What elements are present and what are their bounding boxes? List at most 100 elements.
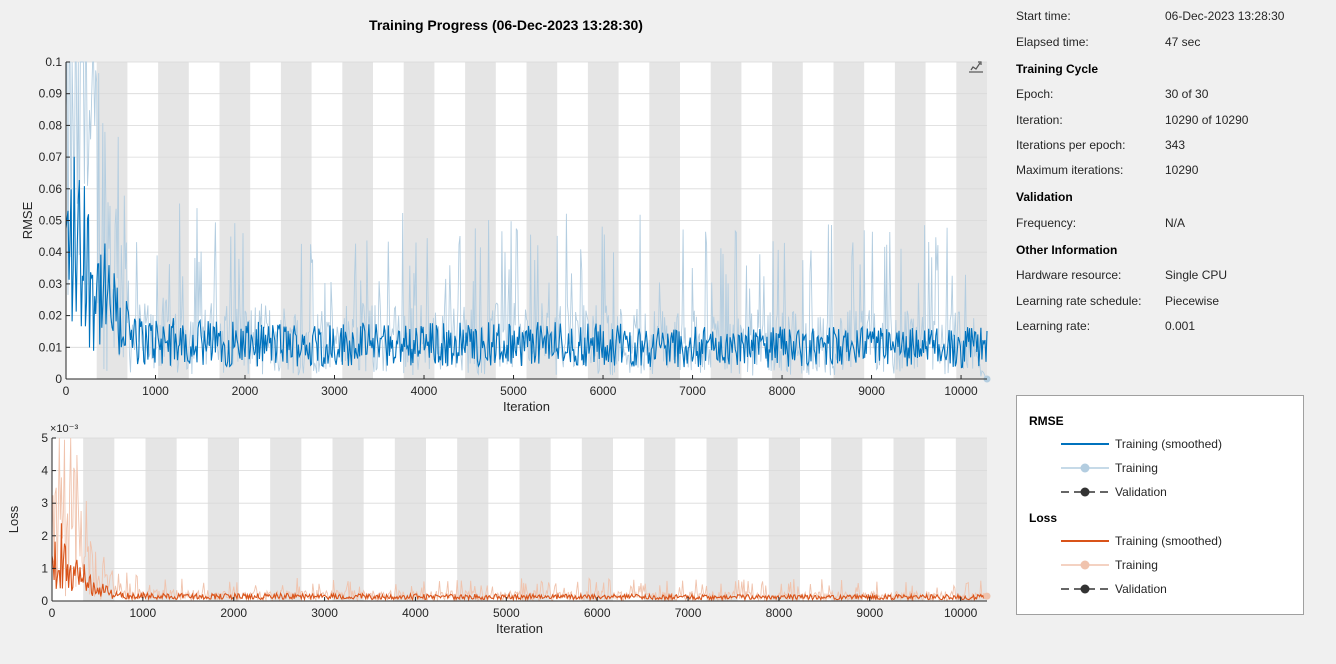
rmse-training-series xyxy=(65,61,988,380)
rmse-y-tick-label: 0.08 xyxy=(39,118,63,132)
maximum-iterations-label: Maximum iterations: xyxy=(1016,163,1124,177)
legend-dashed-dark-marker-icon xyxy=(1061,487,1109,497)
iteration-row: Iteration: 10290 of 10290 xyxy=(1016,113,1316,129)
rmse-x-tick-label: 7000 xyxy=(679,384,706,398)
loss-epoch-band xyxy=(394,438,426,601)
iterations-per-epoch-label: Iterations per epoch: xyxy=(1016,138,1126,152)
legend-light-orange-marker-icon xyxy=(1061,560,1109,570)
loss-epoch-band xyxy=(706,438,738,601)
loss-epoch-band xyxy=(207,438,239,601)
loss-y-tick-label: 2 xyxy=(41,529,48,543)
other-information-heading: Other Information xyxy=(1016,243,1118,257)
loss-y-tick-label: 3 xyxy=(41,496,48,510)
epoch-label: Epoch: xyxy=(1016,87,1054,101)
loss-training-smoothed-series xyxy=(51,523,988,602)
rmse-x-tick-label: 9000 xyxy=(858,384,885,398)
legend-loss-training-smoothed: Training (smoothed) xyxy=(1059,533,1299,549)
loss-epoch-band xyxy=(519,438,551,601)
legend-dashed-dark-marker-icon xyxy=(1061,584,1109,594)
learning-rate-row: Learning rate: 0.001 xyxy=(1016,319,1316,335)
legend-loss-validation-label: Validation xyxy=(1115,582,1167,596)
elapsed-time-label: Elapsed time: xyxy=(1016,35,1089,49)
loss-epoch-band xyxy=(644,438,676,601)
loss-exponent-label: ×10⁻³ xyxy=(50,423,78,435)
plot-title: Training Progress (06-Dec-2023 13:28:30) xyxy=(369,17,643,33)
loss-x-tick-label: 0 xyxy=(49,606,56,620)
learning-rate-schedule-label: Learning rate schedule: xyxy=(1016,294,1142,308)
learning-rate-label: Learning rate: xyxy=(1016,319,1091,333)
legend-rmse-training-smoothed: Training (smoothed) xyxy=(1059,436,1299,452)
loss-y-axis-label: Loss xyxy=(6,505,21,533)
loss-y-tick-label: 1 xyxy=(41,561,48,575)
export-icon[interactable] xyxy=(966,58,986,76)
legend-loss-training: Training xyxy=(1059,557,1299,573)
rmse-y-tick-label: 0.03 xyxy=(39,277,63,291)
elapsed-time-value: 47 sec xyxy=(1165,35,1201,49)
rmse-y-tick-label: 0.01 xyxy=(39,340,63,354)
legend: RMSE Training (smoothed) Training Valida… xyxy=(1016,395,1304,615)
legend-rmse-validation-label: Validation xyxy=(1115,485,1167,499)
loss-epoch-band xyxy=(831,438,863,601)
loss-epoch-band xyxy=(955,438,987,601)
maximum-iterations-row: Maximum iterations: 10290 xyxy=(1016,163,1316,179)
epoch-value: 30 of 30 xyxy=(1165,87,1209,101)
loss-y-tick-label: 5 xyxy=(41,431,48,445)
training-cycle-heading: Training Cycle xyxy=(1016,62,1099,76)
rmse-y-axis-label: RMSE xyxy=(20,201,35,239)
loss-x-tick-label: 7000 xyxy=(675,606,702,620)
loss-x-tick-label: 8000 xyxy=(766,606,793,620)
loss-x-tick-label: 1000 xyxy=(130,606,157,620)
legend-rmse-training-label: Training xyxy=(1115,461,1158,475)
legend-light-blue-marker-icon xyxy=(1061,463,1109,473)
loss-x-tick-label: 9000 xyxy=(856,606,883,620)
hardware-resource-value: Single CPU xyxy=(1165,268,1228,282)
rmse-x-tick-label: 8000 xyxy=(769,384,796,398)
legend-orange-line-icon xyxy=(1061,540,1109,542)
frequency-value: N/A xyxy=(1165,216,1186,230)
rmse-x-tick-label: 2000 xyxy=(232,384,259,398)
rmse-y-tick-label: 0.1 xyxy=(45,55,62,69)
rmse-x-tick-label: 6000 xyxy=(590,384,617,398)
vertical-scrollbar[interactable] xyxy=(1320,0,1336,664)
loss-epoch-band xyxy=(270,438,302,601)
rmse-y-tick-label: 0 xyxy=(55,372,62,386)
learning-rate-schedule-value: Piecewise xyxy=(1165,294,1220,308)
training-progress-charts: 0 0.01 0.02 0.03 0.04 0.05 0.06 0.07 0.08 0.09 0.1… xyxy=(6,55,991,636)
rmse-x-axis-label: Iteration xyxy=(503,399,550,414)
rmse-chart: 0 0.01 0.02 0.03 0.04 0.05 0.06 0.07 0.08 0.09 0.1… xyxy=(20,55,991,414)
iteration-value: 10290 of 10290 xyxy=(1165,113,1249,127)
loss-training-series xyxy=(51,437,988,603)
learning-rate-value: 0.001 xyxy=(1165,319,1196,333)
rmse-y-tick-label: 0.04 xyxy=(39,245,63,259)
learning-rate-schedule-row: Learning rate schedule: Piecewise xyxy=(1016,294,1316,310)
start-time-value: 06-Dec-2023 13:28:30 xyxy=(1165,9,1285,23)
legend-blue-line-icon xyxy=(1061,443,1109,445)
loss-x-tick-label: 2000 xyxy=(220,606,247,620)
rmse-x-tick-label: 10000 xyxy=(944,384,978,398)
iterations-per-epoch-row: Iterations per epoch: 343 xyxy=(1016,138,1316,154)
loss-y-tick-label: 0 xyxy=(41,594,48,608)
rmse-x-tick-label: 3000 xyxy=(321,384,348,398)
rmse-training-smoothed-series xyxy=(65,156,988,369)
legend-loss-validation: Validation xyxy=(1059,581,1299,597)
rmse-y-tick-label: 0.06 xyxy=(39,182,63,196)
loss-y-tick-label: 4 xyxy=(41,464,48,478)
legend-rmse-heading: RMSE xyxy=(1029,414,1064,428)
loss-chart: 0 1 2 3 4 5 0 1000 2000 3000 4000 5000 6000 7000 8000 9… xyxy=(6,423,991,636)
loss-epoch-band xyxy=(893,438,925,601)
loss-epoch-band xyxy=(332,438,364,601)
legend-rmse-validation: Validation xyxy=(1059,484,1299,500)
loss-x-tick-label: 5000 xyxy=(493,606,520,620)
legend-loss-training-label: Training xyxy=(1115,558,1158,572)
legend-rmse-training: Training xyxy=(1059,460,1299,476)
loss-epoch-band xyxy=(457,438,489,601)
legend-loss-training-smoothed-label: Training (smoothed) xyxy=(1115,534,1222,548)
loss-x-tick-label: 3000 xyxy=(311,606,338,620)
hardware-resource-label: Hardware resource: xyxy=(1016,268,1122,282)
validation-heading: Validation xyxy=(1016,190,1073,204)
loss-epoch-band xyxy=(145,438,177,601)
frequency-label: Frequency: xyxy=(1016,216,1077,230)
rmse-y-tick-label: 0.09 xyxy=(39,87,63,101)
iterations-per-epoch-value: 343 xyxy=(1165,138,1186,152)
rmse-x-tick-label: 1000 xyxy=(142,384,169,398)
